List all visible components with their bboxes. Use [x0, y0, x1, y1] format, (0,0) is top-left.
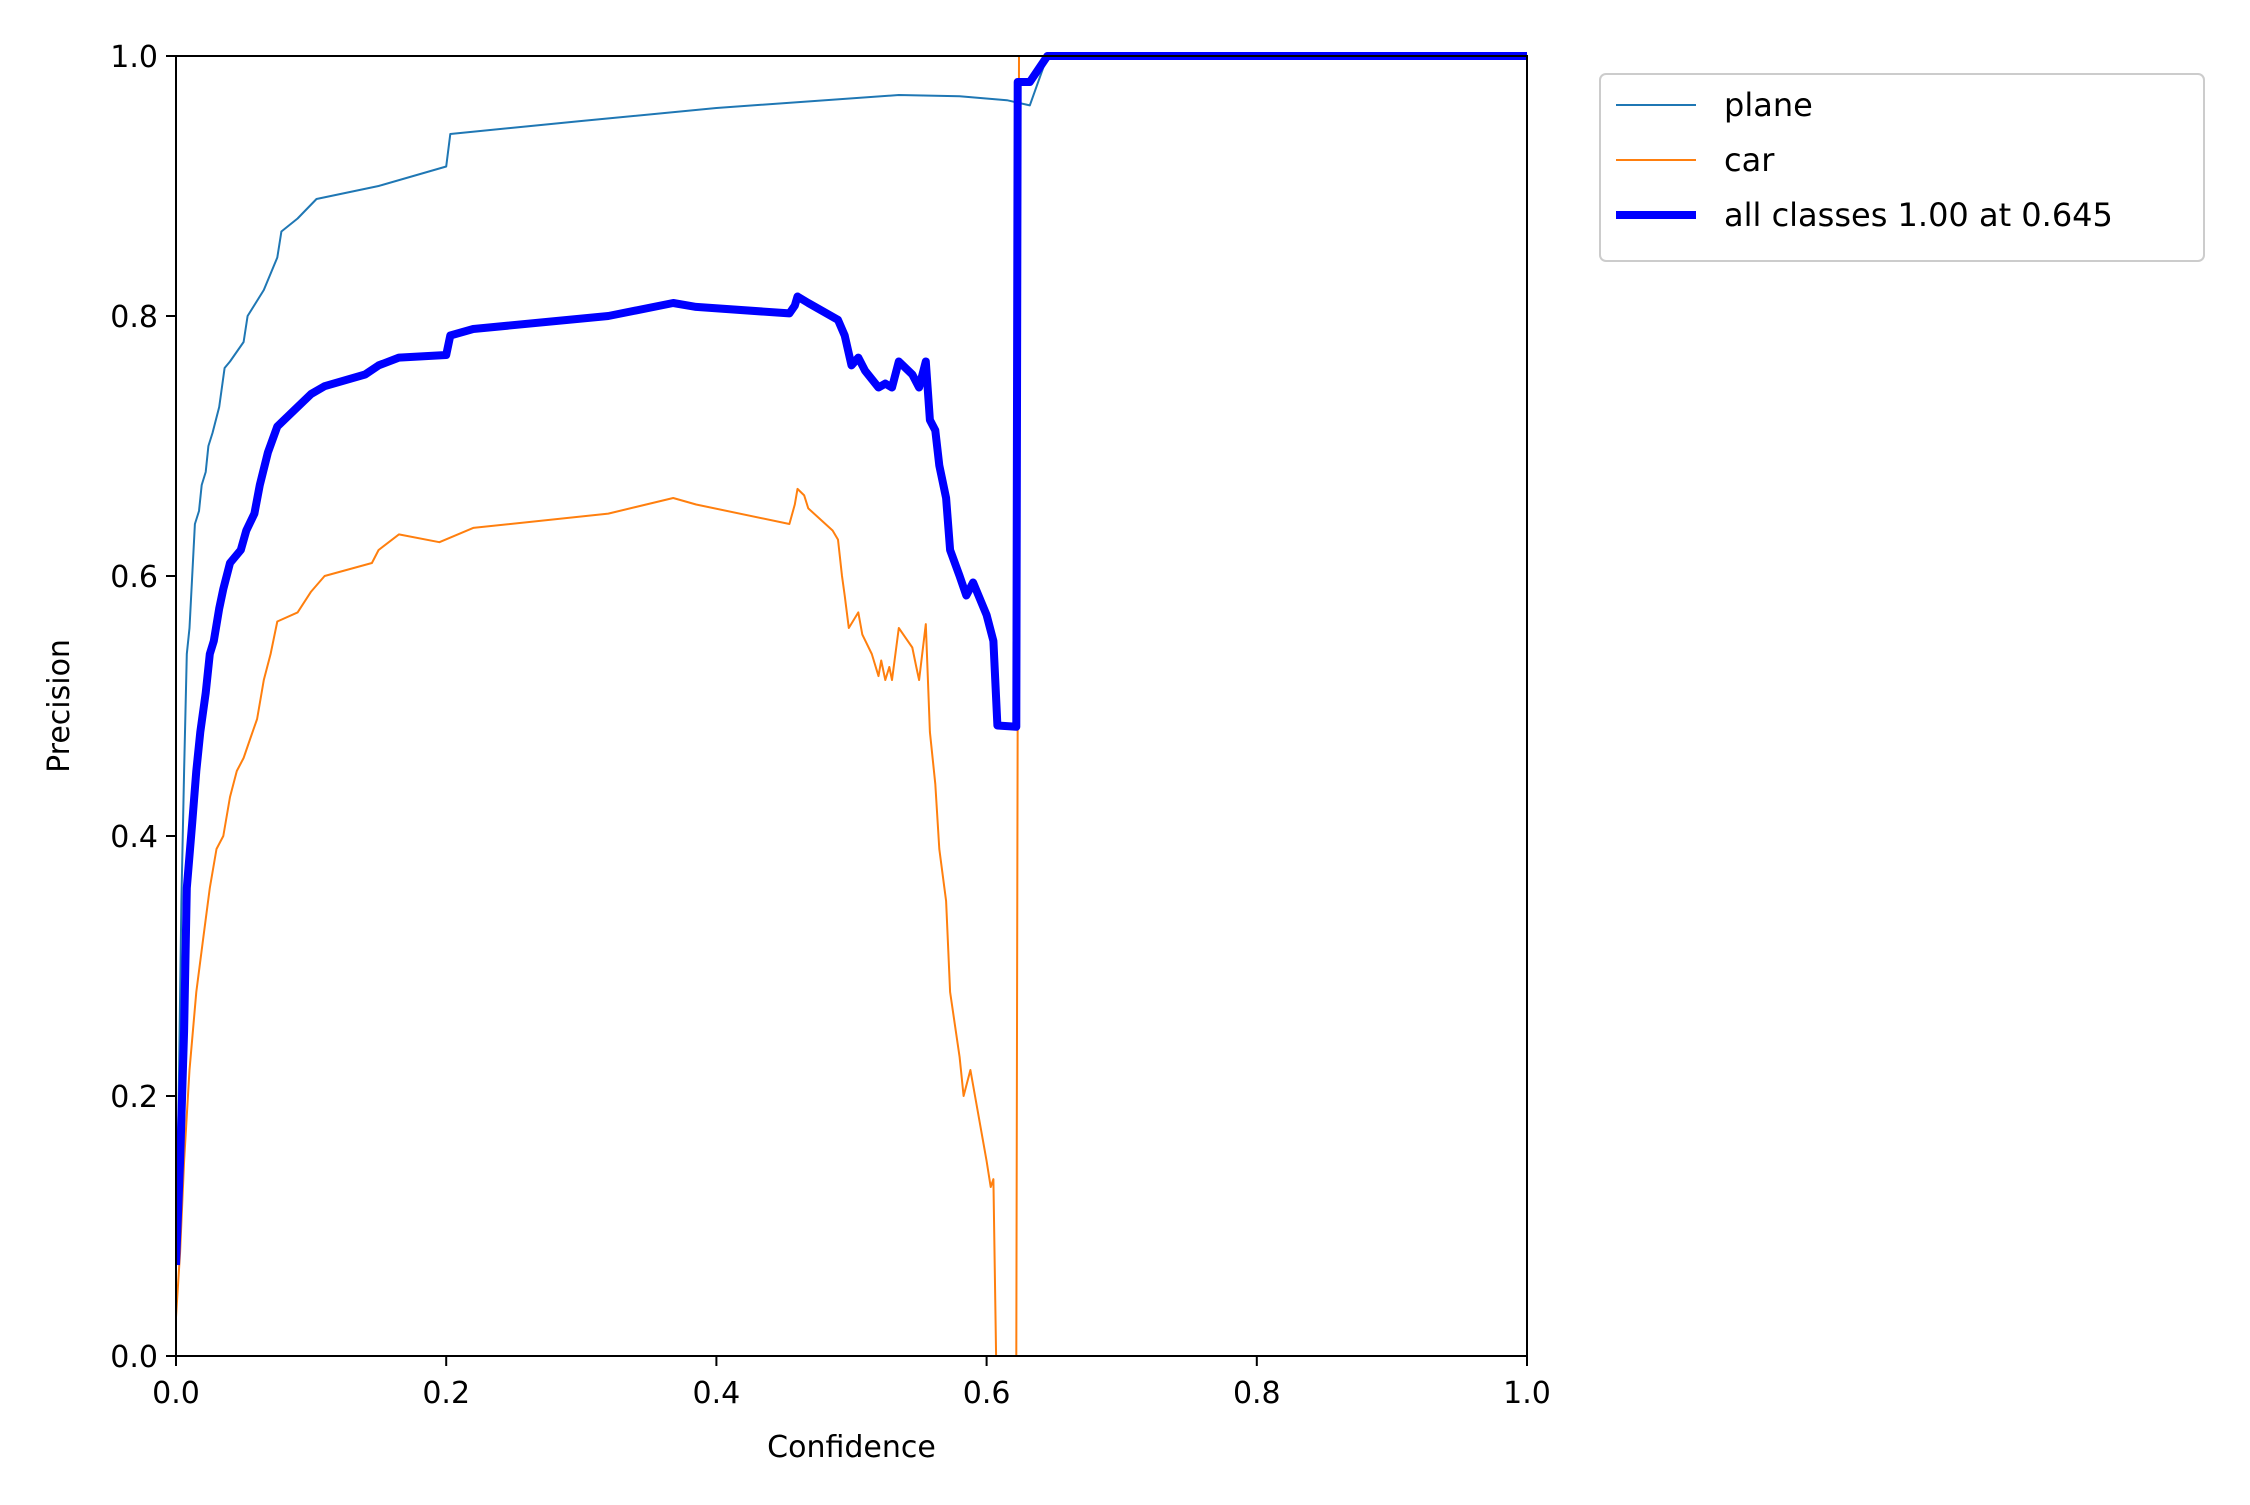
legend-label: all classes 1.00 at 0.645	[1724, 196, 2113, 234]
legend: plane car all classes 1.00 at 0.645	[1599, 73, 2205, 262]
x-axis-label: Confidence	[767, 1430, 936, 1465]
y-tick-label: 0.0	[110, 1340, 158, 1375]
y-tick-label: 0.4	[110, 820, 158, 855]
plot-frame	[175, 55, 1528, 1357]
x-tick-label: 0.8	[1233, 1376, 1281, 1411]
y-tick-label: 0.2	[110, 1080, 158, 1115]
legend-label: plane	[1724, 86, 1813, 124]
y-tick-label: 0.8	[110, 300, 158, 335]
y-tick-label: 0.6	[110, 560, 158, 595]
x-tick-label: 1.0	[1503, 1376, 1551, 1411]
x-tick-label: 0.2	[422, 1376, 470, 1411]
legend-label: car	[1724, 141, 1775, 179]
y-axis: 0.0 0.2 0.4 0.6 0.8 1.0	[110, 40, 176, 1375]
series-layer	[176, 52, 1527, 1357]
y-axis-label: Precision	[42, 639, 77, 773]
x-tick-label: 0.0	[152, 1376, 200, 1411]
x-axis: 0.0 0.2 0.4 0.6 0.8 1.0	[152, 1356, 1551, 1411]
legend-box	[1599, 73, 2205, 262]
series-line-1	[176, 55, 1527, 1253]
series-line-3	[176, 52, 1527, 1266]
x-tick-label: 0.4	[693, 1376, 741, 1411]
series-line-2	[176, 55, 1527, 1357]
x-tick-label: 0.6	[963, 1376, 1011, 1411]
y-tick-label: 1.0	[110, 40, 158, 75]
